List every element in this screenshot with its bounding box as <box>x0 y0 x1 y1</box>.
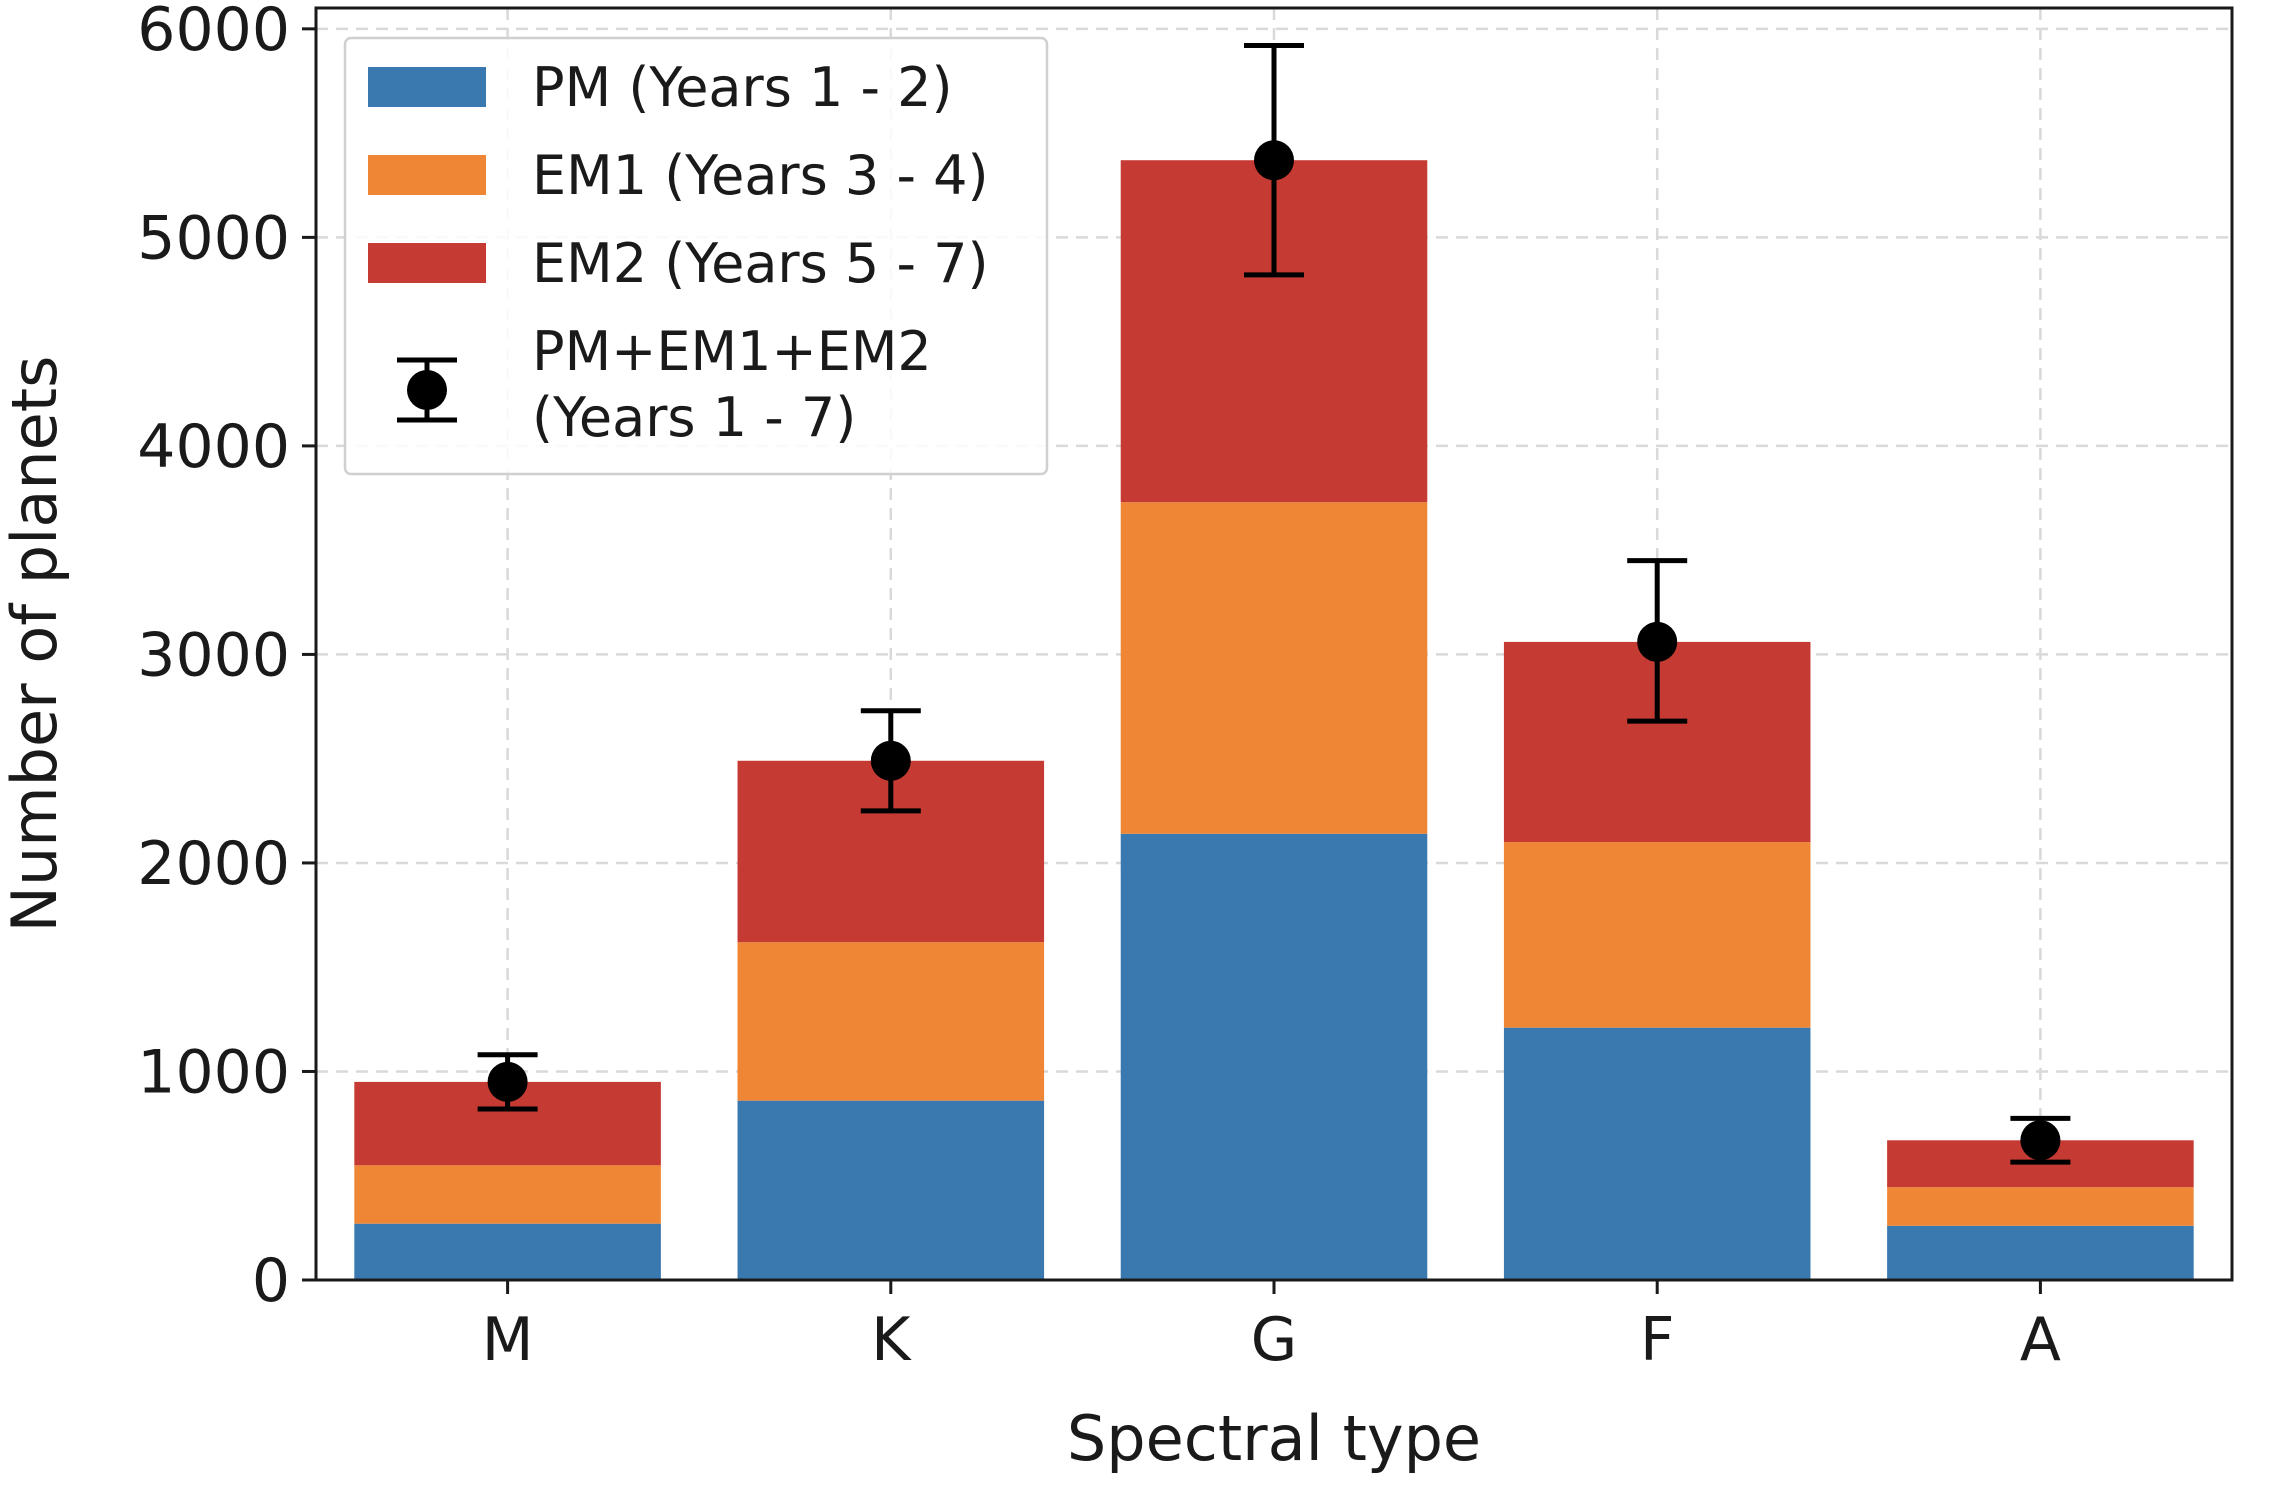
legend-label-pm: PM (Years 1 - 2) <box>532 56 953 119</box>
y-tick-label-1000: 1000 <box>137 1037 290 1107</box>
legend-swatch-em2 <box>368 243 486 283</box>
total-point-F <box>1637 621 1678 662</box>
y-tick-label-4000: 4000 <box>137 412 290 482</box>
legend-label-total-line2: (Years 1 - 7) <box>532 386 856 449</box>
legend-errorbar-point <box>407 370 447 410</box>
x-tick-label-A: A <box>2020 1305 2061 1375</box>
y-axis-ticks: 0 1000 2000 3000 4000 5000 6000 <box>137 0 316 1316</box>
bar-F-series-0 <box>1503 1027 1811 1280</box>
y-tick-label-5000: 5000 <box>137 203 290 273</box>
bar-M-series-1 <box>354 1165 661 1224</box>
bar-K-series-1 <box>737 942 1045 1101</box>
x-axis-label: Spectral type <box>1067 1402 1481 1475</box>
x-tick-label-K: K <box>871 1305 912 1375</box>
legend-box <box>343 36 1049 476</box>
y-tick-label-3000: 3000 <box>137 620 290 690</box>
bar-G-series-0 <box>1120 833 1428 1280</box>
legend-swatch-pm <box>368 67 486 107</box>
bar-M-series-0 <box>354 1223 661 1280</box>
bar-G-series-1 <box>1120 502 1428 834</box>
total-point-A <box>2020 1120 2061 1161</box>
total-markers <box>477 43 2071 1165</box>
legend: PM (Years 1 - 2) EM1 (Years 3 - 4) EM2 (… <box>343 36 1049 476</box>
legend-swatch-em1 <box>368 155 486 195</box>
bar-F-series-1 <box>1503 842 1811 1028</box>
y-tick-label-0: 0 <box>252 1246 290 1316</box>
total-point-K <box>870 740 911 781</box>
x-tick-label-F: F <box>1640 1305 1675 1375</box>
bar-A-series-1 <box>1887 1187 2194 1226</box>
bar-A-series-0 <box>1887 1225 2194 1280</box>
bar-K-series-0 <box>737 1100 1045 1280</box>
bars <box>354 160 2194 1280</box>
legend-label-em2: EM2 (Years 5 - 7) <box>532 232 989 295</box>
x-tick-label-G: G <box>1251 1305 1298 1375</box>
x-tick-label-M: M <box>482 1305 534 1375</box>
y-tick-label-2000: 2000 <box>137 829 290 899</box>
total-point-M <box>487 1061 528 1102</box>
legend-label-total-line1: PM+EM1+EM2 <box>532 320 932 383</box>
legend-errorbar-marker <box>397 357 457 423</box>
legend-label-em1: EM1 (Years 3 - 4) <box>532 144 989 207</box>
y-axis-label: Number of planets <box>0 356 71 933</box>
total-point-G <box>1254 140 1294 181</box>
y-tick-label-6000: 6000 <box>137 0 290 65</box>
